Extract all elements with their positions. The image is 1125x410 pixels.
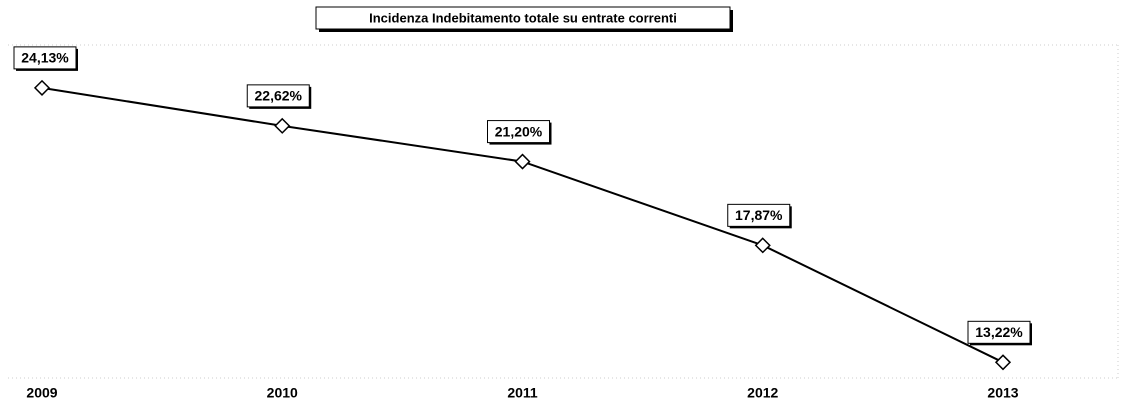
value-label-box xyxy=(487,120,550,144)
title-box xyxy=(315,6,731,30)
value-label-box xyxy=(246,84,310,108)
marker xyxy=(994,354,1012,371)
value-label-box xyxy=(727,203,791,227)
value-label-box xyxy=(967,320,1031,344)
x-tick-label: 2013 xyxy=(987,385,1018,401)
marker xyxy=(33,79,51,96)
marker xyxy=(274,117,291,134)
x-tick-label: 2010 xyxy=(267,385,298,401)
marker xyxy=(754,237,771,254)
value-label: 21,20% xyxy=(495,123,543,139)
value-label: 22,62% xyxy=(255,88,303,104)
value-label: 13,22% xyxy=(975,324,1023,340)
x-tick-label: 2011 xyxy=(507,385,538,401)
x-tick-label: 2009 xyxy=(26,385,57,401)
marker xyxy=(514,153,531,170)
value-label-box xyxy=(13,46,77,70)
value-label: 17,87% xyxy=(735,207,783,223)
value-label: 24,13% xyxy=(21,50,69,66)
chart-title: Incidenza Indebitamento totale su entrat… xyxy=(369,10,677,25)
x-tick-label: 2012 xyxy=(747,385,778,401)
